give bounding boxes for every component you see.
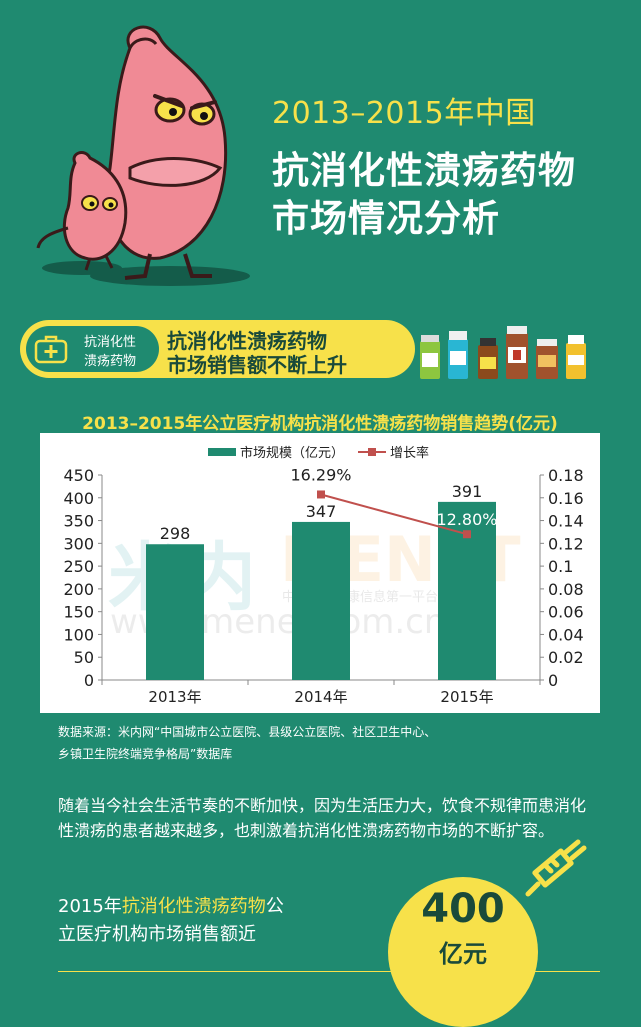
medical-kit-icon	[34, 335, 68, 364]
bar-data-label: 298	[160, 524, 191, 543]
header-title-line2: 市场情况分析	[272, 197, 500, 240]
chart-legend: 市场规模（亿元） 增长率	[208, 445, 429, 461]
bar-data-label: 347	[306, 502, 337, 521]
summary-value: 400	[421, 886, 505, 932]
y-right-tick-label: 0.1	[548, 557, 573, 576]
y-left-tick-label: 50	[74, 648, 94, 667]
medicine-bottles-illustration	[420, 326, 586, 379]
summary-year: 2015年	[58, 896, 122, 917]
summary-line2: 立医疗机构市场销售额近	[58, 924, 256, 945]
y-left-tick-label: 250	[63, 557, 94, 576]
badge-label-line1: 抗消化性	[84, 335, 137, 350]
summary-highlight: 抗消化性溃疡药物	[121, 896, 266, 917]
x-tick-label: 2013年	[148, 688, 201, 706]
bar	[292, 521, 350, 680]
legend-bar-label: 市场规模（亿元）	[240, 445, 344, 461]
data-source-line1: 数据来源：米内网“中国城市公立医院、县级公立医院、社区卫生中心、	[58, 725, 437, 739]
y-left-tick-label: 100	[63, 625, 94, 644]
bar	[146, 544, 204, 680]
banner-headline-line2: 市场销售额不断上升	[167, 353, 347, 377]
y-right-tick-label: 0.06	[548, 603, 584, 622]
banner-badge	[26, 326, 159, 372]
badge-label-line2: 溃疡药物	[84, 354, 137, 369]
summary-unit: 亿元	[439, 940, 487, 968]
bar-data-label: 391	[452, 482, 483, 501]
growth-rate-label: 12.80%	[436, 510, 497, 529]
plot-area: 0 50 100 150 200 250 300 350 400 450 0 0.02 0.04 0.06…	[63, 465, 583, 706]
y-left-tick-label: 400	[63, 489, 94, 508]
y-left-tick-label: 300	[63, 534, 94, 553]
chart-title: 2013–2015年公立医疗机构抗消化性溃疡药物销售趋势(亿元)	[82, 414, 558, 434]
stomach-characters-illustration	[36, 25, 250, 286]
y-right-tick-label: 0.08	[548, 580, 584, 599]
y-right-tick-label: 0.04	[548, 625, 584, 644]
x-tick-label: 2015年	[440, 688, 493, 706]
x-tick-label: 2014年	[294, 688, 347, 706]
value-circle	[388, 877, 538, 1027]
sales-trend-chart: 米内 MENET 中国医药健康信息第一平台 www.menet.com.cn 市…	[63, 445, 583, 706]
summary-suffix: 公	[265, 896, 284, 917]
growth-rate-label: 16.29%	[290, 465, 351, 484]
y-left-tick-label: 450	[63, 466, 94, 485]
y-right-tick-label: 0.14	[548, 512, 584, 531]
y-left-tick-label: 0	[84, 671, 94, 690]
summary-line1: 2015年抗消化性溃疡药物公	[58, 892, 284, 918]
header-subtitle: 2013–2015年中国	[272, 96, 536, 131]
legend-line-label: 增长率	[390, 445, 429, 461]
y-right-tick-label: 0.02	[548, 648, 584, 667]
growth-rate-line	[320, 493, 468, 536]
banner-headline-line1: 抗消化性溃疡药物	[167, 329, 327, 353]
y-right-tick-label: 0.18	[548, 466, 584, 485]
bottom-divider	[58, 971, 600, 972]
growth-rate-point	[317, 490, 325, 499]
growth-rate-point	[463, 530, 471, 539]
y-left-tick-label: 350	[63, 512, 94, 531]
y-right-tick-label: 0	[548, 671, 558, 690]
syringe-icon	[525, 839, 587, 897]
analysis-paragraph: 随着当今社会生活节奏的不断加快，因为生活压力大，饮食不规律而患消化性溃疡的患者越…	[58, 796, 587, 840]
y-right-tick-label: 0.16	[548, 489, 584, 508]
y-right-tick-label: 0.12	[548, 534, 584, 553]
header-title-line1: 抗消化性溃疡药物	[272, 149, 576, 192]
y-left-tick-label: 200	[63, 580, 94, 599]
y-left-tick-label: 150	[63, 603, 94, 622]
legend-line-marker	[368, 448, 376, 456]
data-source-line2: 乡镇卫生院终端竞争格局”数据库	[58, 747, 233, 761]
legend-bar-swatch	[208, 448, 236, 456]
